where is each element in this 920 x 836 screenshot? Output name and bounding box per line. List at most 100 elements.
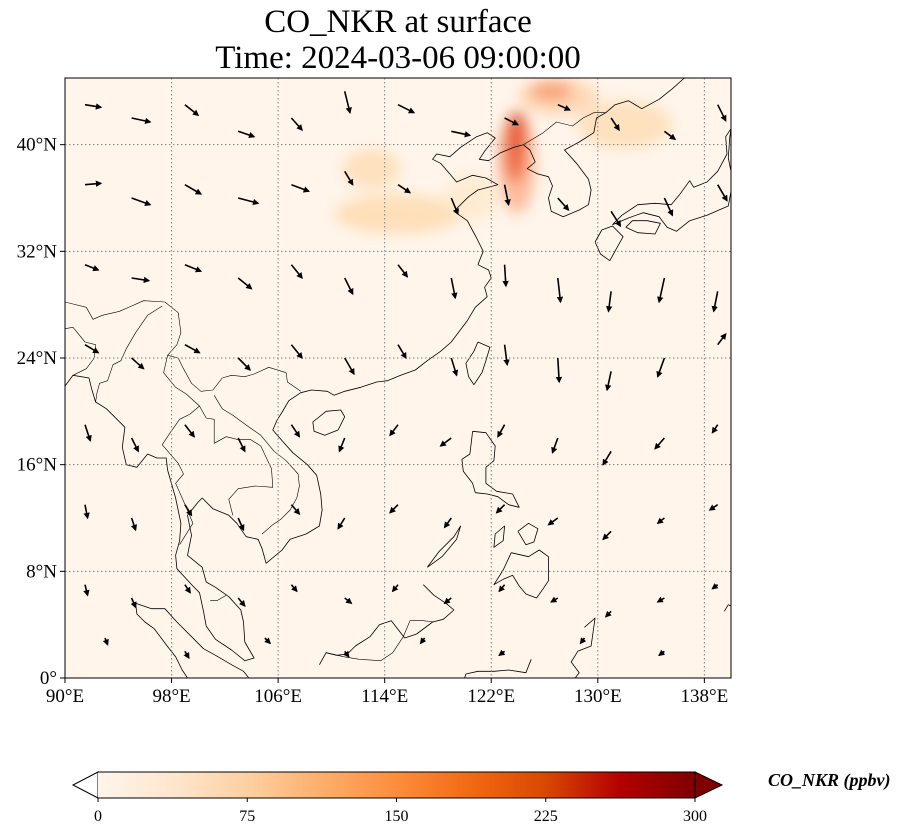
wind-arrow — [237, 597, 246, 607]
wind-arrow — [711, 583, 719, 590]
coastline — [135, 602, 250, 678]
country-border — [65, 300, 165, 320]
wind-arrow — [343, 91, 352, 114]
wind-arrow — [397, 344, 407, 360]
wind-arrow — [502, 264, 509, 288]
wind-arrow — [819, 585, 824, 589]
wind-arrow — [657, 277, 666, 304]
wind-arrow — [391, 584, 399, 593]
colorbar-tick-label: 0 — [94, 808, 102, 825]
wind-arrow — [503, 184, 511, 206]
coastline — [426, 525, 462, 568]
wind-arrow — [84, 180, 103, 187]
lon-tick-label: 138°E — [681, 686, 729, 707]
wind-arrow — [497, 424, 506, 438]
wind-arrow — [605, 291, 613, 313]
country-border — [199, 405, 274, 516]
wind-arrow — [656, 596, 665, 603]
concentration-plume — [334, 194, 462, 234]
wind-arrow — [605, 371, 612, 392]
country-border — [210, 595, 227, 602]
lon-tick-label: 98°E — [152, 686, 190, 707]
concentration-plume — [497, 112, 536, 214]
concentration-plume — [517, 78, 598, 116]
wind-arrow — [711, 291, 719, 313]
wind-arrow — [443, 597, 452, 605]
wind-arrow — [556, 277, 564, 304]
map-frame — [64, 77, 732, 679]
wind-arrow — [771, 517, 782, 518]
wind-arrow — [184, 343, 201, 354]
wind-arrow — [237, 130, 256, 139]
coastline — [465, 341, 491, 386]
colorbar-tick-label: 225 — [534, 808, 558, 825]
wind-arrow — [344, 597, 353, 605]
wind-arrow — [84, 103, 103, 110]
wind-arrow — [344, 170, 354, 186]
wind-arrow — [130, 597, 137, 609]
wind-arrow — [764, 438, 771, 446]
colorbar-over-extension — [694, 771, 724, 799]
wind-arrow — [184, 104, 200, 117]
lat-tick-label: 0° — [40, 668, 57, 689]
wind-arrow — [84, 424, 92, 442]
wind-arrow — [290, 504, 301, 515]
wind-arrow — [291, 183, 310, 193]
wind-arrow — [503, 344, 510, 366]
wind-arrow — [504, 117, 520, 126]
wind-arrow — [131, 357, 145, 370]
wind-arrow — [824, 333, 841, 345]
country-border — [65, 326, 96, 376]
wind-arrow — [290, 584, 298, 593]
coastline — [612, 128, 731, 232]
wind-arrow — [343, 277, 354, 296]
wind-arrow — [344, 357, 355, 376]
lon-tick-label: 114°E — [361, 686, 408, 707]
wind-arrow — [338, 437, 346, 453]
concentration-plume — [576, 100, 673, 149]
country-border — [161, 355, 200, 545]
wind-arrow — [131, 276, 151, 284]
wind-arrow — [237, 277, 253, 290]
colorbar-body — [98, 772, 695, 798]
wind-arrow — [450, 277, 458, 300]
wind-arrow — [717, 184, 728, 202]
coastline — [625, 220, 661, 235]
longitude-ticks: 90°E 98°E 106°E 114°E 122°E 130°E 138°E — [46, 678, 728, 707]
coastline — [461, 430, 520, 508]
wind-arrow — [498, 584, 506, 593]
wind-arrow — [290, 344, 303, 359]
coastline — [605, 78, 685, 114]
wind-arrow — [130, 437, 140, 453]
wind-arrow — [816, 425, 824, 432]
coastline — [493, 549, 549, 599]
gridlines — [65, 78, 731, 678]
lon-tick-label: 90°E — [46, 686, 84, 707]
wind-arrow — [337, 517, 346, 530]
wind-arrow — [716, 104, 727, 122]
wind-arrow — [818, 505, 825, 509]
wind-arrow — [708, 504, 719, 511]
wind-arrow — [237, 517, 245, 532]
wind-arrow — [237, 197, 260, 206]
lat-tick-label: 16°N — [17, 455, 58, 476]
lat-tick-label: 40°N — [17, 135, 58, 156]
colorbar: 0 75 150 225 300 — [71, 771, 724, 825]
wind-arrow — [343, 650, 350, 658]
colorbar-under-extension — [71, 771, 99, 799]
country-border — [95, 305, 163, 403]
lat-tick-label: 24°N — [17, 348, 58, 369]
coastline — [65, 264, 492, 662]
wind-arrow — [237, 357, 252, 371]
wind-arrow — [397, 184, 412, 194]
lat-tick-label: 32°N — [17, 241, 58, 262]
wind-arrow — [290, 117, 303, 131]
wind-arrow — [604, 610, 612, 618]
wind-arrow — [389, 504, 399, 514]
wind-arrow — [84, 344, 100, 354]
wind-arrow — [555, 357, 563, 384]
concentration-field — [334, 78, 673, 234]
latitude-ticks: 0° 8°N 16°N 24°N 32°N 40°N — [17, 135, 65, 689]
wind-arrow — [397, 264, 409, 278]
wind-arrow — [419, 637, 427, 645]
